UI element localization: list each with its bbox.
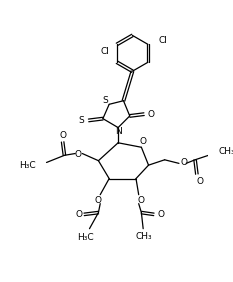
Text: O: O <box>197 177 204 186</box>
Text: H₃C: H₃C <box>19 161 36 170</box>
Text: H₃C: H₃C <box>78 233 94 242</box>
Text: CH₃: CH₃ <box>218 147 233 156</box>
Text: O: O <box>138 195 145 204</box>
Text: O: O <box>95 195 102 204</box>
Text: O: O <box>148 110 155 119</box>
Text: O: O <box>74 150 81 159</box>
Text: O: O <box>75 210 82 219</box>
Text: Cl: Cl <box>101 47 110 56</box>
Text: Cl: Cl <box>159 36 168 45</box>
Text: O: O <box>158 210 164 219</box>
Text: N: N <box>115 127 121 136</box>
Text: S: S <box>103 96 108 105</box>
Text: S: S <box>79 116 84 125</box>
Text: O: O <box>59 131 66 140</box>
Text: O: O <box>140 137 147 146</box>
Text: O: O <box>181 158 188 167</box>
Text: CH₃: CH₃ <box>136 232 152 241</box>
